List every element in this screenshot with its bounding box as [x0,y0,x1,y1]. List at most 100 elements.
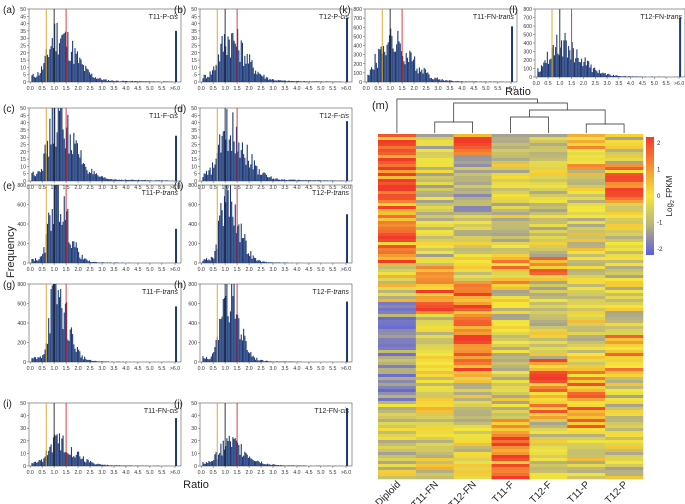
heatmap-cell [567,302,606,306]
histogram-bar [253,460,255,466]
heatmap-cell [491,158,530,162]
panel-letter: (f) [174,181,183,192]
heatmap-cell [378,401,417,405]
heatmap-cell [567,314,606,318]
x-tick-label: 0.5 [210,470,217,476]
heatmap-cell [453,413,492,417]
histogram-bar [406,57,408,82]
heatmap-cell [605,137,644,141]
histogram-bar [44,144,46,181]
histogram-bar [123,180,125,181]
histogram-bar [219,61,221,82]
histogram-bar [235,126,238,181]
heatmap-cell [567,230,606,234]
heatmap-cell [605,275,644,279]
heatmap-cell [491,200,530,204]
heatmap-cell [378,218,417,222]
histogram-bar [569,50,571,77]
histogram-bar [581,58,583,77]
heatmap-cell [567,254,606,258]
x-tick-label: 4.0 [458,86,465,92]
heatmap-cell [453,428,492,432]
histogram-bar [219,215,221,263]
heatmap-cell [605,449,644,453]
histogram-bar [36,260,38,263]
histogram-bar [44,252,46,263]
heatmap-cell [453,170,492,174]
histogram-bar [271,464,273,466]
histogram-bar [243,154,245,181]
x-tick-label: 0.5 [39,267,46,273]
histogram-bar [39,256,41,263]
histogram-bar [50,289,52,362]
heatmap-cell [453,353,492,357]
histogram-bar [205,170,208,181]
histogram-bar [82,456,84,466]
histogram-bar [36,173,38,181]
histogram-bar [165,180,167,181]
histogram-bar [38,171,40,181]
heatmap-cell [567,206,606,210]
heatmap-cell [567,416,606,420]
heatmap-cell [605,335,644,339]
heatmap-cell [453,146,492,150]
histogram-bar [86,359,88,362]
heatmap-cell [605,221,644,225]
histogram-bar [241,142,243,181]
histogram-bar [374,53,376,82]
histogram-bar [544,60,546,77]
histogram-bar [463,81,465,82]
histogram-bar [379,49,381,82]
heatmap-cell [453,212,492,216]
histogram-bar [128,81,130,82]
heatmap-cell [453,149,492,153]
heatmap-cell [378,194,417,198]
heatmap-cell [491,215,530,219]
histogram-bar [476,81,478,82]
histogram-bar [84,71,86,82]
histogram-bar [123,81,125,82]
histogram-bar [42,461,44,466]
y-tick-label: 700 [523,16,532,22]
x-tick-label: 5.0 [317,366,324,372]
histogram-bar [209,358,211,362]
histogram-bar [58,110,61,181]
histogram-bar [247,457,249,466]
heatmap-cell [453,392,492,396]
heatmap-cell [567,185,606,189]
histogram-bar [99,262,101,263]
histogram-bar [252,355,254,362]
heatmap-cell [415,164,455,168]
histogram-bar [160,180,162,181]
heatmap-cell [491,455,530,459]
heatmap-cell [378,170,417,174]
histogram-bar [223,449,226,466]
x-tick-label: 2.0 [245,267,252,273]
histogram-bar [103,79,105,82]
histogram-bar [127,179,129,181]
heatmap-cell [605,251,644,255]
panel-letter: (b) [174,5,186,16]
heatmap-cell [378,284,417,288]
heatmap-cell [605,257,644,261]
heatmap-cell [491,437,530,441]
histogram-bar [396,44,398,82]
histogram-bar [215,158,217,181]
histogram-bar [118,81,120,82]
histogram-bar [79,257,81,263]
heatmap-cell [529,338,568,342]
heatmap-cell [491,314,530,318]
histogram-bar [111,80,113,82]
histogram-bar [33,175,35,181]
histogram-bar [280,179,282,181]
heatmap-cell [453,431,492,435]
histogram-bar [56,434,58,466]
heatmap-cell [605,356,644,360]
histogram-bar [39,172,41,181]
histogram-bar [78,451,80,466]
histogram-bar [256,74,258,82]
y-tick-label: 5 [23,172,26,178]
heatmap-cell [415,344,455,348]
heatmap-cell [491,389,530,393]
